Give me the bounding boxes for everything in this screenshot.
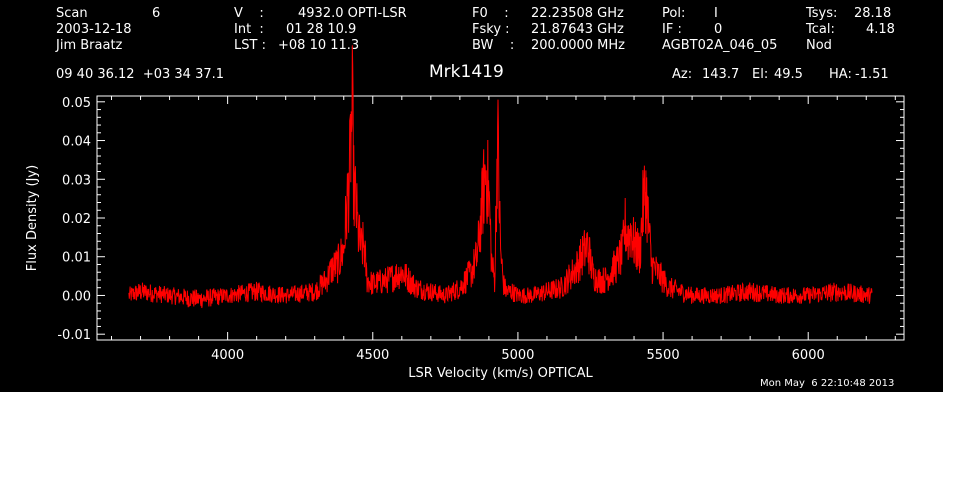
- plot-panel: Scan 6 V : 4932.0 OPTI-LSR F0 : 22.23508…: [0, 0, 943, 392]
- bw-label: BW :: [472, 38, 515, 53]
- bw-value: 200.0000 MHz: [531, 38, 625, 53]
- int-value: 01 28 10.9: [286, 22, 357, 37]
- y-tick-label: 0.01: [62, 251, 91, 266]
- f0-label: F0 :: [472, 6, 509, 21]
- az-label: Az:: [672, 67, 693, 82]
- spectrum-series-line: [128, 45, 873, 309]
- ha-value: -1.51: [855, 67, 889, 82]
- tcal-label: Tcal:: [806, 22, 835, 37]
- az-value: 143.7: [702, 67, 740, 82]
- el-label: El:: [752, 67, 769, 82]
- velocity-label: V :: [234, 6, 264, 21]
- x-tick-label: 4000: [211, 348, 244, 363]
- pol-value: I: [714, 6, 718, 21]
- pol-label: Pol:: [662, 6, 686, 21]
- project-id: AGBT02A_046_05: [662, 38, 778, 53]
- tcal-value: 4.18: [866, 22, 895, 37]
- y-tick-label: 0.05: [62, 96, 91, 111]
- render-timestamp: Mon May 6 22:10:48 2013: [760, 378, 895, 389]
- chart-title: Mrk1419: [429, 62, 504, 82]
- tsys-value: 28.18: [854, 6, 892, 21]
- fsky-value: 21.87643 GHz: [531, 22, 624, 37]
- source-coordinates: 09 40 36.12 +03 34 37.1: [56, 67, 225, 82]
- if-value: 0: [714, 22, 723, 37]
- x-axis-label: LSR Velocity (km/s) OPTICAL: [408, 366, 593, 381]
- scan-value: 6: [152, 6, 161, 21]
- lst-label: LST :: [234, 38, 266, 53]
- y-tick-label: 0.03: [62, 173, 91, 188]
- ha-label: HA:: [829, 67, 852, 82]
- fsky-label: Fsky :: [472, 22, 510, 37]
- obs-mode: Nod: [806, 38, 832, 53]
- tsys-label: Tsys:: [806, 6, 838, 21]
- x-tick-label: 4500: [356, 348, 389, 363]
- y-tick-label: 0.00: [62, 289, 91, 304]
- y-tick-label: -0.01: [57, 328, 91, 343]
- f0-value: 22.23508 GHz: [531, 6, 624, 21]
- if-label: IF :: [662, 22, 682, 37]
- y-tick-label: 0.04: [62, 135, 91, 150]
- x-tick-label: 5500: [647, 348, 680, 363]
- y-tick-label: 0.02: [62, 212, 91, 227]
- spectrum-chart: 4000 4500 5000 5500 6000 -0.01 0.00 0.01 0.02 0.0…: [25, 45, 905, 381]
- el-value: 49.5: [774, 67, 803, 82]
- y-axis-label: Flux Density (Jy): [25, 165, 40, 271]
- x-tick-label: 5000: [501, 348, 534, 363]
- int-label: Int :: [234, 22, 264, 37]
- observer-name: Jim Braatz: [56, 38, 123, 53]
- x-tick-label: 6000: [792, 348, 825, 363]
- scan-label: Scan: [56, 6, 88, 21]
- velocity-value: 4932.0 OPTI-LSR: [298, 6, 407, 21]
- obs-date: 2003-12-18: [56, 22, 132, 37]
